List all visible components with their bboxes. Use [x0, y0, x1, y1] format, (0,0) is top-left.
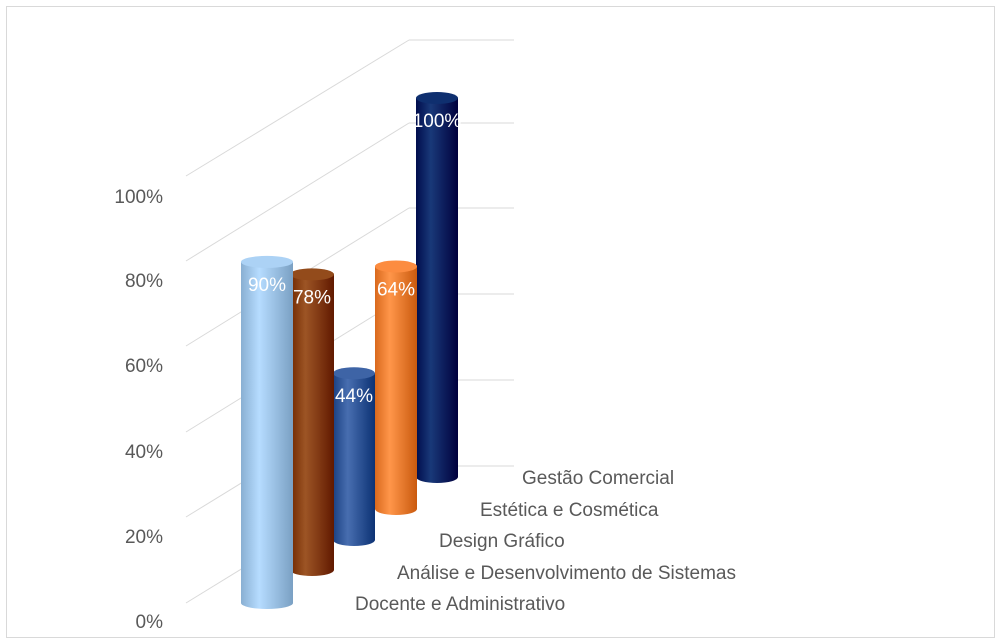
chart-area	[6, 6, 995, 638]
bar-1	[290, 268, 334, 576]
bar-4	[416, 92, 458, 483]
bar-0	[241, 255, 293, 609]
data-labels: 100% 64% 44% 78% 90%	[248, 111, 461, 407]
bar-top-0	[241, 255, 293, 268]
y-axis: 0% 20% 40% 60% 80% 100%	[114, 187, 163, 633]
y-tick-20: 20%	[125, 527, 163, 548]
category-label-4: Gestão Comercial	[522, 468, 674, 489]
y-tick-40: 40%	[125, 442, 163, 463]
bar-body-2	[333, 373, 375, 546]
category-labels: Docente e Administrativo Análise e Desen…	[355, 468, 736, 615]
data-label-1: 78%	[293, 287, 331, 308]
category-label-1: Análise e Desenvolvimento de Sistemas	[397, 563, 736, 584]
y-tick-100: 100%	[114, 187, 163, 208]
bars	[241, 92, 458, 609]
data-label-3: 64%	[377, 279, 415, 300]
bar-top-3	[375, 260, 417, 273]
bar-top-1	[290, 268, 334, 281]
bar-2	[333, 367, 375, 546]
bar-body-4	[416, 98, 458, 483]
bar-3	[375, 260, 417, 515]
data-label-2: 44%	[335, 386, 373, 407]
y-tick-0: 0%	[136, 612, 164, 633]
y-tick-60: 60%	[125, 356, 163, 377]
bar-top-4	[416, 92, 458, 104]
bar-top-2	[333, 367, 375, 380]
data-label-0: 90%	[248, 275, 286, 296]
gridline-diagonal	[185, 122, 410, 262]
data-label-4: 100%	[413, 111, 462, 132]
gridline-diagonal	[185, 39, 410, 177]
bar-body-3	[375, 266, 417, 515]
category-label-2: Design Gráfico	[439, 531, 565, 552]
category-label-3: Estética e Cosmética	[480, 500, 659, 521]
bar-body-0	[241, 261, 293, 609]
category-label-0: Docente e Administrativo	[355, 594, 565, 615]
y-tick-80: 80%	[125, 271, 163, 292]
bar-body-1	[290, 274, 334, 576]
